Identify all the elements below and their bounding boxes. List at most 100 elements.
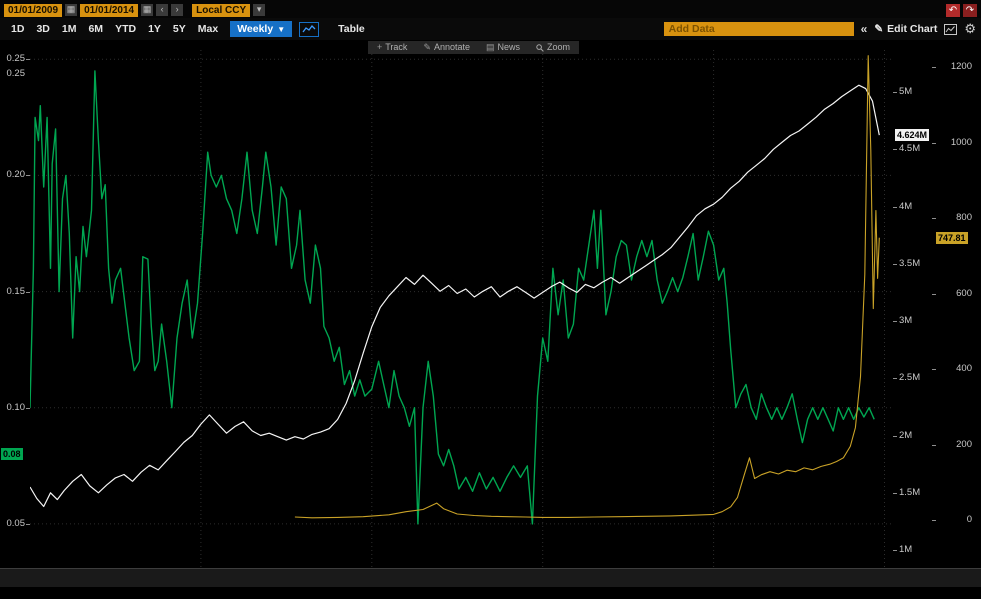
axis-tick <box>26 59 30 61</box>
y-axis-volume-tick-label: 3.5M <box>899 257 921 269</box>
y-axis-price-tick-label: 600 <box>956 287 972 299</box>
axis-tick <box>932 520 936 522</box>
annotate-button[interactable]: ✎ Annotate <box>423 41 470 54</box>
axis-tick <box>893 263 897 265</box>
chevron-down-icon: ▼ <box>277 24 286 34</box>
date-to-calendar-button[interactable]: ▦ <box>141 4 154 16</box>
axis-tick <box>932 444 936 446</box>
axis-tick <box>26 407 30 409</box>
axis-tick <box>893 92 897 94</box>
period-1d-button[interactable]: 1D <box>11 23 25 35</box>
axis-tick <box>893 435 897 437</box>
news-label: News <box>497 42 521 52</box>
undo-button[interactable]: ↶ <box>946 3 960 17</box>
chart-plot-area[interactable] <box>30 50 893 568</box>
toolbar-right-group: Add Data « ✎ Edit Chart ⚙ <box>663 21 976 37</box>
edit-chart-button[interactable]: ✎ Edit Chart <box>874 23 937 35</box>
green-line <box>30 70 875 525</box>
plus-icon: + <box>377 42 383 52</box>
top-toolbar: 01/01/2009 ▦ 01/01/2014 ▦ ‹ › Local CCY … <box>0 0 981 18</box>
y-axis-volume-tick-label: 3M <box>899 315 913 327</box>
y-axis-price-tick-label: 1000 <box>950 136 972 148</box>
frequency-label: Weekly <box>237 23 274 35</box>
white-line <box>30 84 880 508</box>
axis-tick <box>932 369 936 371</box>
y-axis-price-tick-label: 1200 <box>950 60 972 72</box>
table-button[interactable]: Table <box>338 23 365 35</box>
green-last-value-badge: 0.08 <box>1 448 23 461</box>
y-axis-price-tick-label: 800 <box>956 212 972 223</box>
magnifier-icon <box>536 43 544 52</box>
redo-button[interactable]: ↷ <box>963 3 977 17</box>
axis-tick <box>893 321 897 323</box>
chart-controls-toolbar: 1D 3D 1M 6M YTD 1Y 5Y Max Weekly ▼ Table Add Da… <box>0 18 981 40</box>
y-axis-left-tick-label: 0.05 <box>6 517 26 529</box>
edit-chart-label: Edit Chart <box>887 23 938 35</box>
add-data-input[interactable]: Add Data <box>663 22 854 36</box>
period-3d-button[interactable]: 3D <box>36 23 50 35</box>
amber-line <box>294 55 880 519</box>
gear-icon[interactable]: ⚙ <box>964 21 976 36</box>
white-last-value-badge: 4.624M <box>895 129 930 142</box>
chart-region: + Track ✎ Annotate ▤ News Zoom 0.08 4.62… <box>0 40 981 599</box>
axis-tick <box>893 550 897 552</box>
next-period-button[interactable]: › <box>171 4 184 16</box>
x-axis-strip <box>0 568 981 587</box>
y-axis-volume-tick-label: 1.5M <box>899 486 921 498</box>
axis-tick <box>893 206 897 208</box>
y-axis-price-tick-label: 0 <box>966 514 972 526</box>
axis-tick <box>26 175 30 177</box>
axis-tick <box>932 218 936 219</box>
pencil-icon: ✎ <box>874 23 884 35</box>
y-axis-left-tick-label: 0.20 <box>6 169 26 181</box>
y-axis-price-tick-label: 200 <box>956 438 972 450</box>
axis-tick <box>26 523 30 525</box>
annotate-label: Annotate <box>433 42 471 52</box>
y-axis-volume-tick-label: 4M <box>899 200 913 212</box>
date-from-field[interactable]: 01/01/2009 <box>4 3 63 17</box>
chart-settings-icon[interactable] <box>944 23 958 35</box>
y-axis-left-tick-label: 0.15 <box>6 285 26 297</box>
track-label: Track <box>385 42 408 52</box>
axis-tick <box>893 149 897 151</box>
y-axis-volume-tick-label: 2.5M <box>899 372 921 384</box>
y-axis-volume-tick-label: 1M <box>899 544 913 556</box>
axis-tick <box>932 66 936 68</box>
axis-tick <box>932 142 936 144</box>
date-to-field[interactable]: 01/01/2014 <box>80 3 139 17</box>
y-axis-volume-tick-label: 2M <box>899 429 913 441</box>
zoom-button[interactable]: Zoom <box>536 41 570 54</box>
track-button[interactable]: + Track <box>377 41 407 54</box>
y-axis-volume-tick-label: 4.5M <box>899 143 921 155</box>
axis-tick <box>893 378 897 380</box>
period-5y-button[interactable]: 5Y <box>172 23 186 35</box>
news-button[interactable]: ▤ News <box>486 41 520 54</box>
chart-annotation-toolbar: + Track ✎ Annotate ▤ News Zoom <box>368 41 580 54</box>
axis-tick <box>26 291 30 293</box>
news-icon: ▤ <box>486 42 495 52</box>
collapse-panel-button[interactable]: « <box>860 22 868 36</box>
period-button-group: 1D 3D 1M 6M YTD 1Y 5Y Max <box>5 21 224 37</box>
period-max-button[interactable]: Max <box>197 23 219 35</box>
line-chart-icon-button[interactable] <box>299 21 320 37</box>
prev-period-button[interactable]: ‹ <box>156 4 169 16</box>
y-axis-left-tick-label: 0.25 <box>6 53 26 65</box>
y-axis-left-tick-label: 0.10 <box>6 401 26 413</box>
y-axis-left-top-label: 0.25 <box>6 68 26 80</box>
zoom-label: Zoom <box>547 42 571 52</box>
y-axis-volume-tick-label: 5M <box>899 86 913 98</box>
currency-dropdown-button[interactable]: ▾ <box>253 4 266 16</box>
period-6m-button[interactable]: 6M <box>88 23 104 35</box>
period-1y-button[interactable]: 1Y <box>148 23 161 35</box>
chart-edit-icon <box>944 23 958 35</box>
period-1m-button[interactable]: 1M <box>61 23 77 35</box>
axis-tick <box>932 293 936 295</box>
frequency-select[interactable]: Weekly ▼ <box>230 21 293 37</box>
axis-tick <box>893 492 897 494</box>
y-axis-price-tick-label: 400 <box>956 363 972 375</box>
currency-select[interactable]: Local CCY <box>192 3 251 17</box>
period-ytd-button[interactable]: YTD <box>115 23 137 35</box>
date-from-calendar-button[interactable]: ▦ <box>65 4 78 16</box>
pencil-icon: ✎ <box>423 42 431 52</box>
amber-last-value-badge: 747.81 <box>936 231 968 244</box>
